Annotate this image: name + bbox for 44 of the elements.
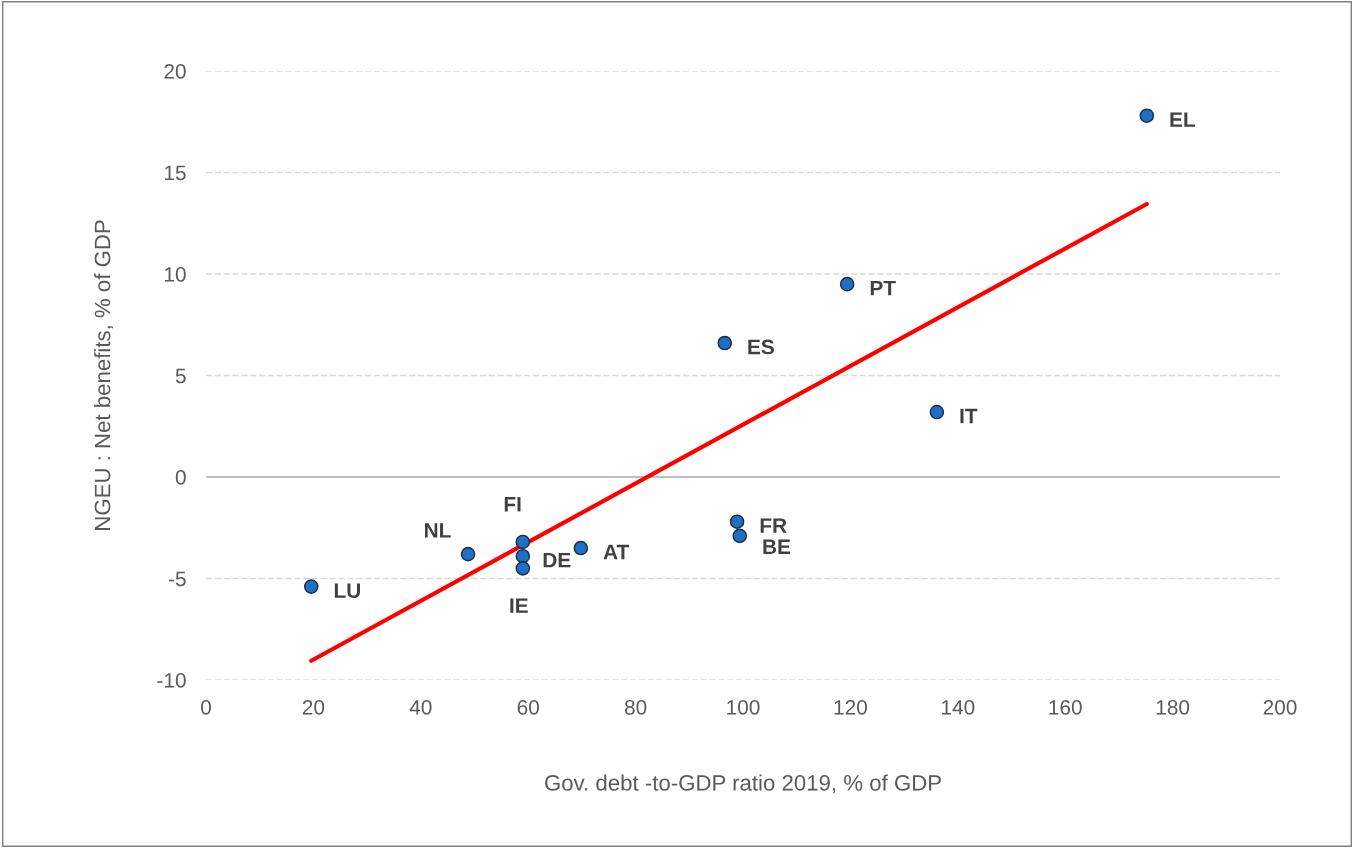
x-tick-label: 180 — [1156, 699, 1190, 715]
x-tick-label: 100 — [727, 699, 760, 715]
point — [729, 514, 745, 529]
x-tick-label: 20 — [302, 699, 325, 715]
point — [515, 534, 531, 550]
point — [573, 540, 589, 556]
point — [732, 528, 748, 544]
x-tick-label: 0 — [201, 699, 211, 715]
y-tick-label: 20 — [164, 64, 186, 79]
y-tick-label: -5 — [168, 571, 186, 587]
y-axis-title: NGEU : Net benefits, % of GDP — [94, 220, 114, 530]
y-tick-label: 5 — [175, 368, 186, 384]
annotation: LU — [334, 583, 360, 598]
point — [460, 546, 476, 562]
x-tick-label: 60 — [517, 699, 539, 715]
point — [515, 548, 531, 564]
annotation: NL — [425, 523, 451, 538]
annotation: FR — [760, 518, 787, 533]
annotation: BE — [763, 539, 791, 554]
x-axis-title: Gov. debt -to-GDP ratio 2019, % of GDP — [545, 774, 941, 794]
point — [717, 335, 733, 351]
point — [1139, 108, 1155, 123]
x-tick-label: 40 — [409, 699, 432, 715]
annotation: AT — [603, 544, 630, 560]
y-tick-label: 15 — [164, 165, 186, 181]
y-tick-label: 0 — [175, 470, 186, 485]
x-tick-label: 160 — [1049, 699, 1082, 715]
annotation: ES — [748, 339, 774, 355]
annotation: DE — [543, 552, 571, 568]
x-tick-label: 120 — [834, 699, 867, 715]
annotation: PT — [870, 280, 896, 296]
point — [929, 404, 945, 420]
point — [303, 579, 319, 594]
y-tick-label: 10 — [164, 267, 186, 282]
annotation: EL — [1170, 112, 1196, 127]
x-tick-label: 200 — [1263, 699, 1297, 715]
point — [839, 276, 855, 292]
x-tick-label: 80 — [624, 699, 647, 715]
x-tick-label: 140 — [942, 699, 975, 715]
point — [515, 561, 531, 576]
annotation: IT — [960, 408, 978, 424]
annotation: IE — [510, 598, 528, 613]
annotation: FI — [504, 497, 521, 512]
y-tick-label: -10 — [157, 673, 186, 688]
